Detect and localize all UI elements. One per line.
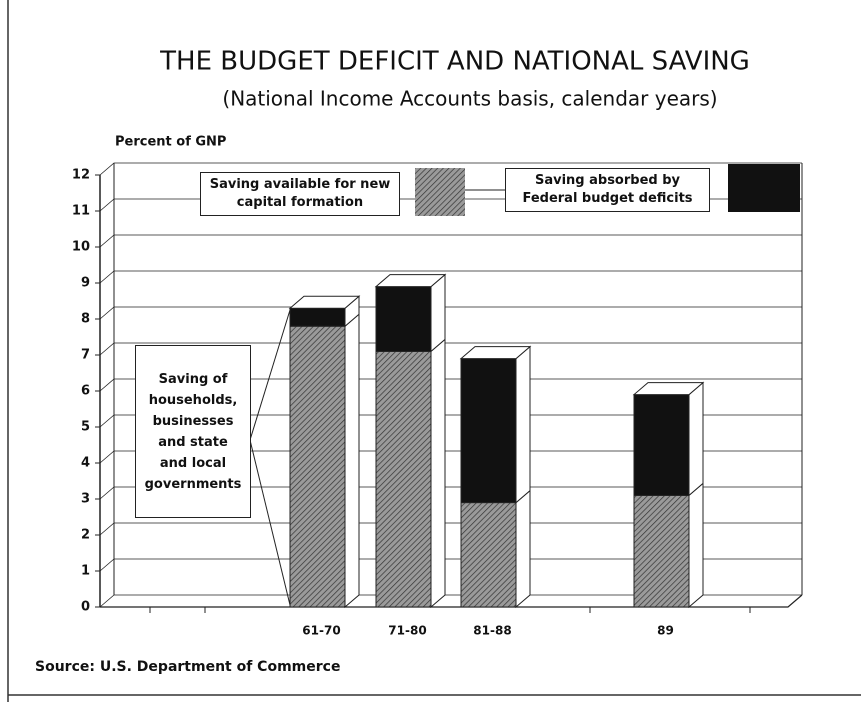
bar-segment — [375, 350, 432, 608]
bar-side — [515, 489, 531, 609]
grid-line — [99, 342, 802, 356]
bar-top — [459, 346, 532, 360]
y-tick-label: 6 — [81, 384, 90, 399]
legend-swatch — [415, 168, 465, 216]
y-tick-label: 3 — [81, 492, 90, 507]
grid-line — [99, 234, 802, 248]
bar-top — [632, 382, 705, 396]
x-tick-label: 71-80 — [388, 624, 426, 638]
legend-label: Saving available for new capital formati… — [200, 172, 400, 216]
bar-segment — [460, 502, 517, 608]
grid-line — [99, 414, 802, 428]
y-tick-label: 1 — [81, 564, 90, 579]
bar-side — [688, 381, 704, 497]
y-tick-label: 9 — [81, 276, 90, 291]
y-tick-label: 8 — [81, 312, 90, 327]
grid-line — [99, 522, 802, 536]
bar-top — [288, 295, 361, 309]
y-tick-label: 12 — [72, 168, 90, 183]
grid-line — [99, 270, 802, 284]
grid-line — [99, 378, 802, 392]
x-tick-label: 61-70 — [302, 624, 340, 638]
bar-segment — [375, 286, 432, 352]
y-tick-label: 2 — [81, 528, 90, 543]
x-tick-label: 89 — [657, 624, 674, 638]
y-tick-label: 11 — [72, 204, 90, 219]
bar-side — [430, 273, 446, 353]
bar-segment — [633, 494, 690, 608]
grid-line — [99, 594, 802, 608]
y-tick-label: 0 — [81, 600, 90, 615]
legend-label: Saving absorbed by Federal budget defici… — [505, 168, 710, 212]
annotation: Saving of households, businesses and sta… — [135, 345, 251, 518]
bar-segment — [460, 358, 517, 504]
legend-swatch — [728, 164, 800, 212]
grid-line — [99, 162, 802, 176]
y-tick-label: 7 — [81, 348, 90, 363]
grid-line — [99, 558, 802, 572]
bar-segment — [633, 394, 690, 496]
chart-title: THE BUDGET DEFICIT AND NATIONAL SAVING — [159, 47, 750, 77]
bar-side — [688, 482, 704, 609]
bar-side — [344, 313, 360, 609]
x-tick-label: 81-88 — [473, 624, 511, 638]
grid-line — [99, 450, 802, 464]
bar-segment — [289, 325, 346, 608]
y-tick-label: 5 — [81, 420, 90, 435]
y-tick-label: 10 — [72, 240, 90, 255]
annotation-line — [249, 439, 291, 606]
source: Source: U.S. Department of Commerce — [35, 659, 340, 675]
y-tick-label: 4 — [81, 456, 90, 471]
y-axis-label: Percent of GNP — [115, 135, 226, 150]
bar-top — [374, 274, 447, 288]
bar-side — [430, 338, 446, 609]
chart-subtitle: (National Income Accounts basis, calenda… — [222, 87, 717, 111]
annotation-line — [249, 309, 291, 441]
grid-line — [99, 486, 802, 500]
bar-side — [515, 345, 531, 504]
bar-segment — [289, 307, 346, 327]
grid-line — [99, 306, 802, 320]
